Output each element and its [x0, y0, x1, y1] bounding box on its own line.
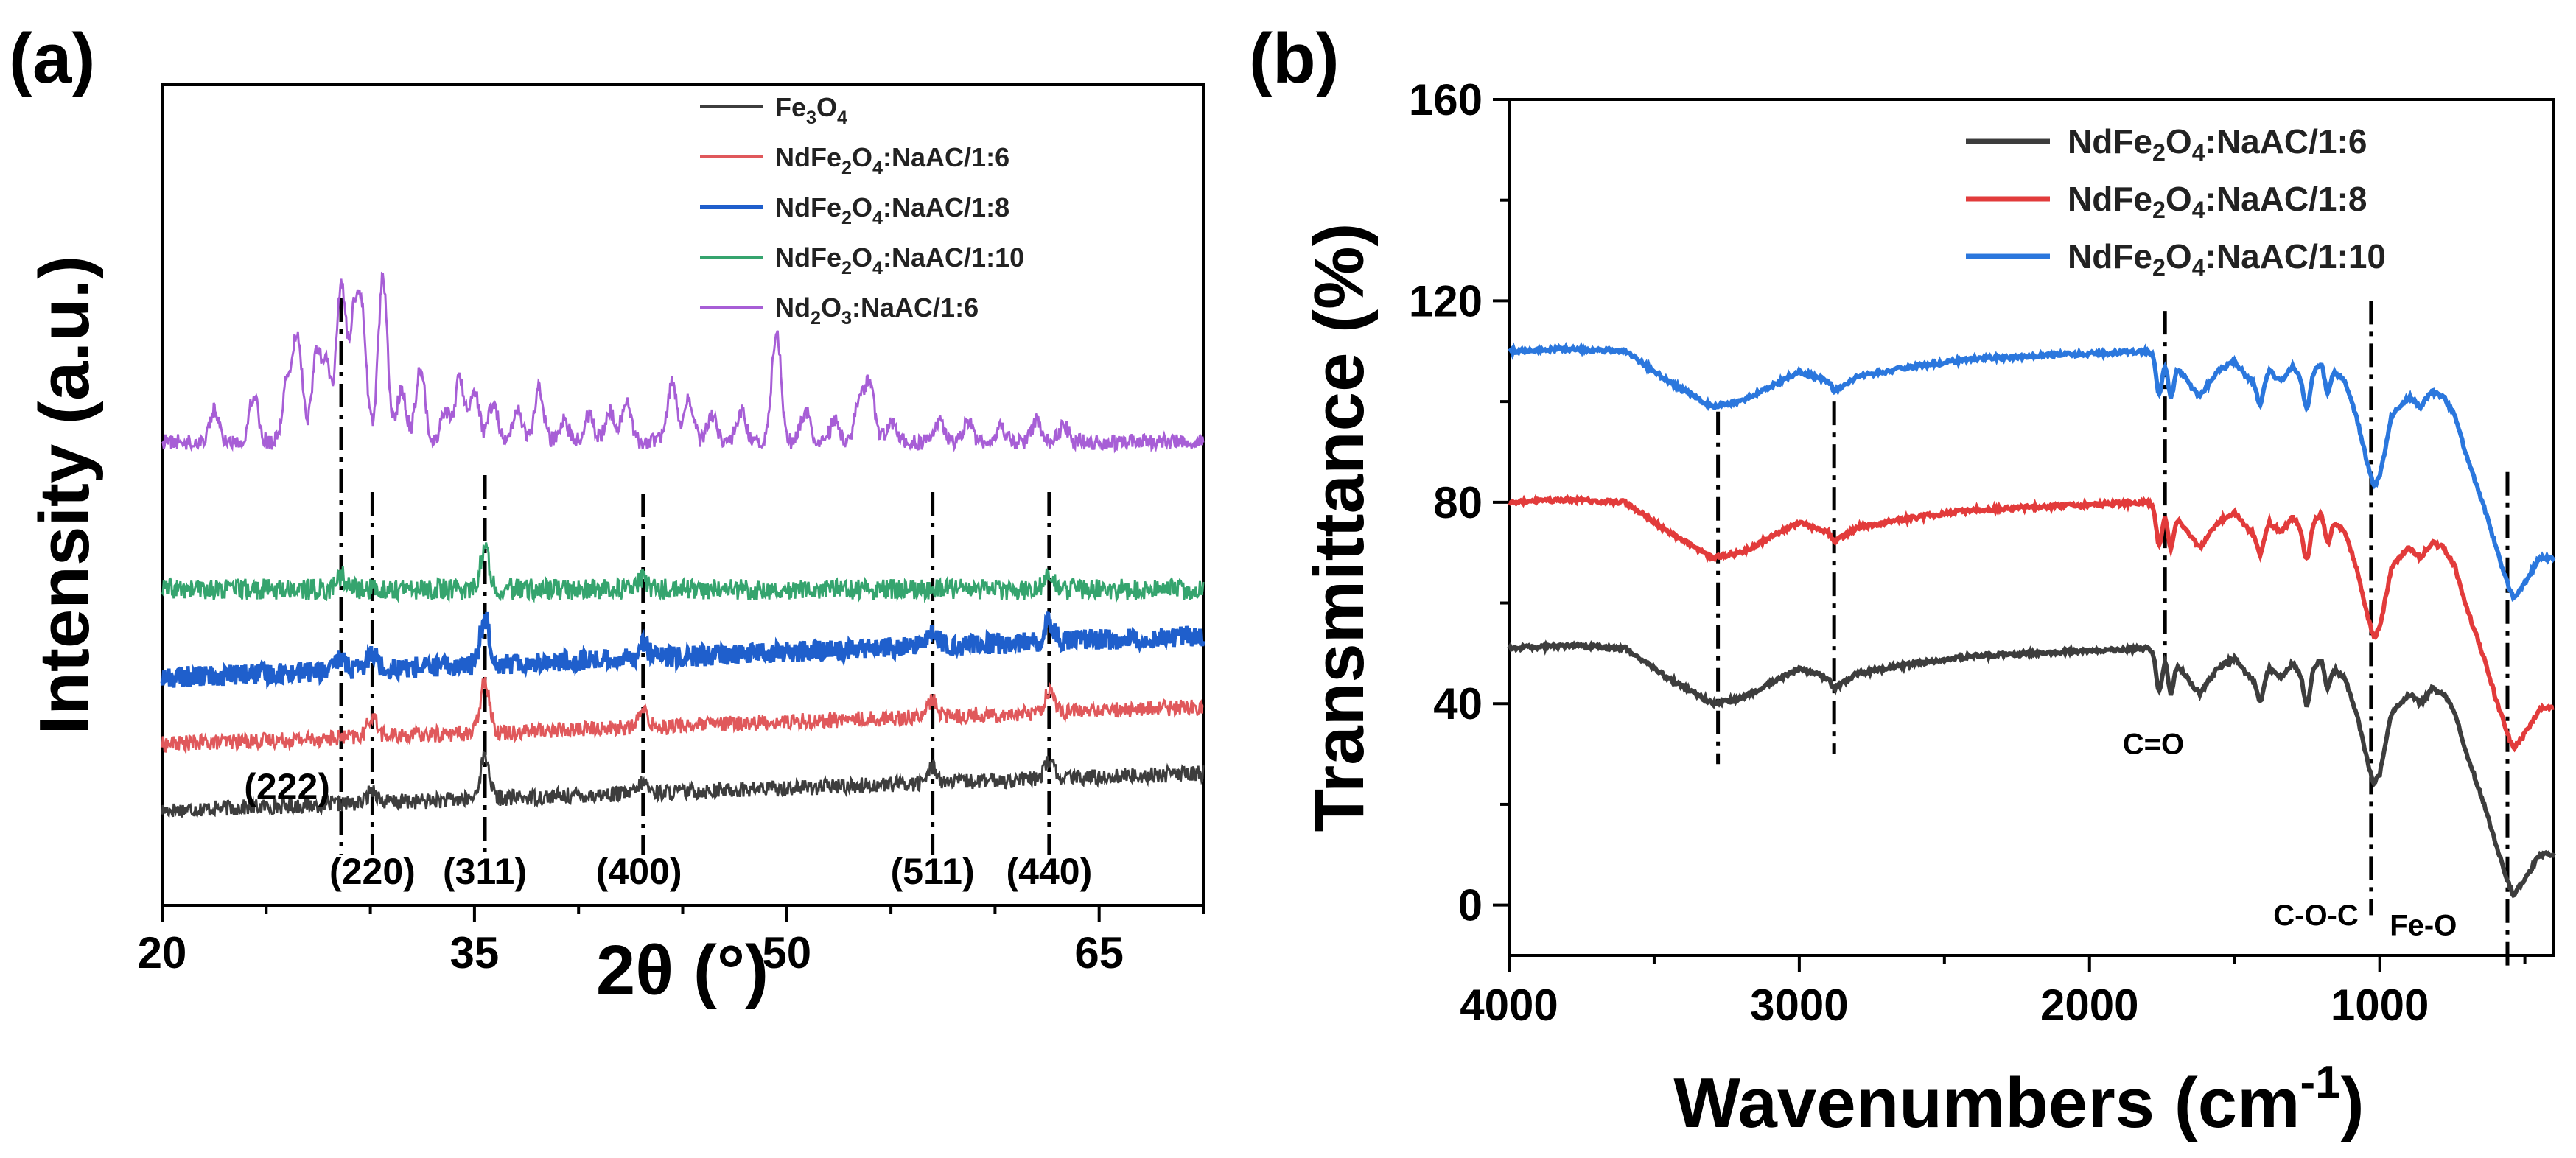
panel-a-legend-entry-1: Fe3O4	[775, 92, 847, 128]
panel-a-legend-entry-5-part-0: Nd	[775, 292, 811, 323]
panel-a-legend-entry-5-part-4: :NaAC/1:6	[852, 292, 979, 323]
panel-b-series-3	[1508, 341, 2556, 602]
panel-a-legend-entry-2-part-2: O	[852, 142, 872, 172]
panel-a-legend-entry-4-part-4: :NaAC/1:10	[883, 242, 1024, 273]
panel-b-series-group	[1507, 341, 2556, 899]
panel-a-peak-label: (222)	[244, 766, 330, 807]
panel-b-reference-lines	[1716, 301, 2510, 966]
panel-b-legend-entry-2-part-2: O	[2166, 180, 2192, 218]
panel-b-legend-entry-2-part-1: 2	[2152, 197, 2166, 223]
panel-b-x-tick-label: 2000	[2040, 980, 2138, 1030]
panel-a-legend-entry-5-part-1: 2	[811, 308, 821, 329]
panel-a-legend-entry-2-part-3: 4	[872, 158, 883, 178]
panel-a-legend-entry-1-part-1: 3	[806, 108, 816, 128]
panel-a-series-5	[161, 271, 1205, 454]
panel-a-x-tick-label: 35	[450, 928, 500, 978]
panel-b-legend-entry-1-part-1: 2	[2152, 139, 2166, 166]
panel-a-series-4	[161, 542, 1205, 604]
panel-b-legend-entry-1: NdFe2O4:NaAC/1:6	[2068, 122, 2367, 166]
panel-b-x-axis-title: Wavenumbers (cm-1)	[1673, 1057, 2364, 1143]
panel-a-legend-entry-3: NdFe2O4:NaAC/1:8	[775, 192, 1009, 228]
panel-b-legend-entry-1-part-0: NdFe	[2068, 122, 2152, 161]
panel-a-legend-entry-2: NdFe2O4:NaAC/1:6	[775, 142, 1009, 178]
panel-b-x-tick-label: 3000	[1750, 980, 1848, 1030]
panel-b-legend-entry-1-part-3: 4	[2192, 139, 2205, 166]
panel-b-legend-entry-2-part-3: 4	[2192, 197, 2205, 223]
panel-b-legend-entry-2-part-0: NdFe	[2068, 180, 2152, 218]
panel-b-legend-entry-3-part-1: 2	[2152, 254, 2166, 281]
panel-b-y-tick-label: 160	[1409, 75, 1483, 124]
panel-b-x-tick-label: 4000	[1460, 980, 1558, 1030]
panel-a-peak-label: (511)	[891, 851, 975, 892]
panel-a-legend-entry-4-part-2: O	[852, 242, 872, 273]
panel-a-legend-entry-3-part-0: NdFe	[775, 192, 841, 222]
panel-b-series-1	[1507, 639, 2556, 899]
panel-a-legend-entry-2-part-4: :NaAC/1:6	[883, 142, 1009, 172]
panel-a-legend-entry-4-part-1: 2	[841, 258, 852, 278]
panel-a-series-group	[160, 271, 1205, 818]
panel-a-peak-label: (311)	[443, 851, 527, 892]
panel-a-series-3	[160, 611, 1205, 690]
panel-b-legend-entry-1-part-2: O	[2166, 122, 2192, 161]
panel-b-series-2	[1508, 494, 2555, 753]
panel-b-annotation: C-O-C	[2273, 899, 2359, 932]
panel-a-legend-entry-4-part-0: NdFe	[775, 242, 841, 273]
panel-b-y-tick-label: 40	[1433, 679, 1483, 729]
panel-b-legend-entry-3-part-0: NdFe	[2068, 237, 2152, 276]
panel-b-y-tick-label: 0	[1458, 881, 1483, 930]
panel-b-legend-entry-3-part-2: O	[2166, 237, 2192, 276]
panel-b-legend-entry-3: NdFe2O4:NaAC/1:10	[2068, 237, 2386, 281]
panel-a-x-tick-label: 20	[138, 928, 187, 978]
panel-b-y-axis-title: Transmittance (%)	[1300, 223, 1379, 832]
panel-b-annotation: C=O	[2123, 729, 2184, 761]
panel-a-peak-annotations: (222) (220) (311) (400) (511) (440)	[244, 766, 1092, 892]
panel-a-legend-entry-1-part-3: 4	[837, 108, 847, 128]
panel-a: (a) 20 35 50 65 (222) (220) (311) (400) (511) (4…	[9, 19, 1205, 1010]
panel-a-label: (a)	[9, 19, 95, 98]
panel-a-legend-entry-4: NdFe2O4:NaAC/1:10	[775, 242, 1024, 278]
panel-a-x-tick-label: 65	[1074, 928, 1124, 978]
panel-a-peak-label: (440)	[1007, 851, 1093, 892]
panel-a-legend-entry-2-part-1: 2	[841, 158, 852, 178]
panel-a-series-2	[161, 676, 1204, 755]
panel-a-legend-entry-4-part-3: 4	[872, 258, 883, 278]
panel-a-legend: Fe3O4NdFe2O4:NaAC/1:6NdFe2O4:NaAC/1:8NdF…	[700, 92, 1024, 329]
panel-a-x-axis-title: 2θ (°)	[596, 931, 769, 1010]
panel-b-legend-entry-3-part-3: 4	[2192, 254, 2205, 281]
panel-b-y-tick-label: 80	[1433, 478, 1483, 527]
panel-a-series-1	[161, 750, 1205, 818]
panel-b-ticks: 4000 3000 2000 1000 0 40 80 120 160	[1409, 75, 2527, 1030]
panel-a-peak-label: (220)	[329, 851, 416, 892]
panel-a-legend-entry-1-part-2: O	[816, 92, 837, 122]
panel-a-legend-entry-5-part-3: 3	[841, 308, 852, 329]
panel-a-legend-entry-1-part-0: Fe	[775, 92, 806, 122]
panel-b-y-tick-label: 120	[1409, 276, 1483, 326]
panel-a-peak-label: (400)	[596, 851, 682, 892]
panel-b-legend-entry-2: NdFe2O4:NaAC/1:8	[2068, 180, 2367, 223]
panel-a-legend-entry-2-part-0: NdFe	[775, 142, 841, 172]
panel-a-x-ticks: 20 35 50 65	[138, 905, 1205, 978]
panel-a-legend-entry-5-part-2: O	[821, 292, 841, 323]
panel-b-label: (b)	[1249, 19, 1340, 98]
panel-a-legend-entry-3-part-1: 2	[841, 208, 852, 228]
panel-b-legend-entry-2-part-4: :NaAC/1:8	[2205, 180, 2367, 218]
panel-a-legend-entry-3-part-2: O	[852, 192, 872, 222]
panel-b-plot-frame	[1508, 98, 2555, 957]
panel-a-x-tick-label: 50	[762, 928, 811, 978]
panel-b-legend: NdFe2O4:NaAC/1:6NdFe2O4:NaAC/1:8NdFe2O4:…	[1966, 122, 2386, 281]
panel-b: (b) 4000 3000 2000 1000 0 40 80 120 160 C=O C-O-C…	[1249, 19, 2556, 1143]
panel-b-annotations: C=O C-O-C Fe-O	[2123, 729, 2457, 942]
panel-b-annotation: Fe-O	[2390, 910, 2457, 942]
panel-b-legend-entry-1-part-4: :NaAC/1:6	[2205, 122, 2367, 161]
panel-a-reference-lines	[339, 298, 1051, 855]
panel-a-legend-entry-3-part-3: 4	[872, 208, 883, 228]
panel-a-legend-entry-5: Nd2O3:NaAC/1:6	[775, 292, 979, 329]
panel-b-x-tick-label: 1000	[2331, 980, 2429, 1030]
panel-a-y-axis-title: Intensity (a.u.)	[25, 256, 104, 735]
panel-b-legend-entry-3-part-4: :NaAC/1:10	[2205, 237, 2386, 276]
panel-a-legend-entry-3-part-4: :NaAC/1:8	[883, 192, 1009, 222]
